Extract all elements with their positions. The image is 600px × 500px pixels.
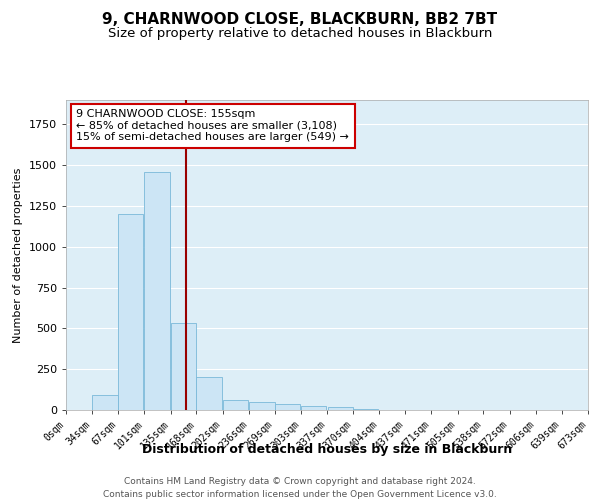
Bar: [92, 395, 118, 410]
Bar: [145, 172, 170, 410]
Bar: [301, 406, 326, 410]
Bar: [275, 404, 300, 410]
Text: Contains HM Land Registry data © Crown copyright and database right 2024.: Contains HM Land Registry data © Crown c…: [124, 478, 476, 486]
Bar: [171, 322, 196, 410]
Bar: [353, 409, 379, 410]
Bar: [196, 376, 222, 410]
Y-axis label: Number of detached properties: Number of detached properties: [13, 168, 23, 342]
Bar: [118, 214, 143, 410]
Text: 9, CHARNWOOD CLOSE, BLACKBURN, BB2 7BT: 9, CHARNWOOD CLOSE, BLACKBURN, BB2 7BT: [103, 12, 497, 28]
Bar: [328, 407, 353, 410]
Text: Distribution of detached houses by size in Blackburn: Distribution of detached houses by size …: [142, 442, 512, 456]
Bar: [249, 402, 275, 410]
Text: Size of property relative to detached houses in Blackburn: Size of property relative to detached ho…: [108, 28, 492, 40]
Text: 9 CHARNWOOD CLOSE: 155sqm
← 85% of detached houses are smaller (3,108)
15% of se: 9 CHARNWOOD CLOSE: 155sqm ← 85% of detac…: [76, 110, 349, 142]
Bar: [223, 400, 248, 410]
Text: Contains public sector information licensed under the Open Government Licence v3: Contains public sector information licen…: [103, 490, 497, 499]
